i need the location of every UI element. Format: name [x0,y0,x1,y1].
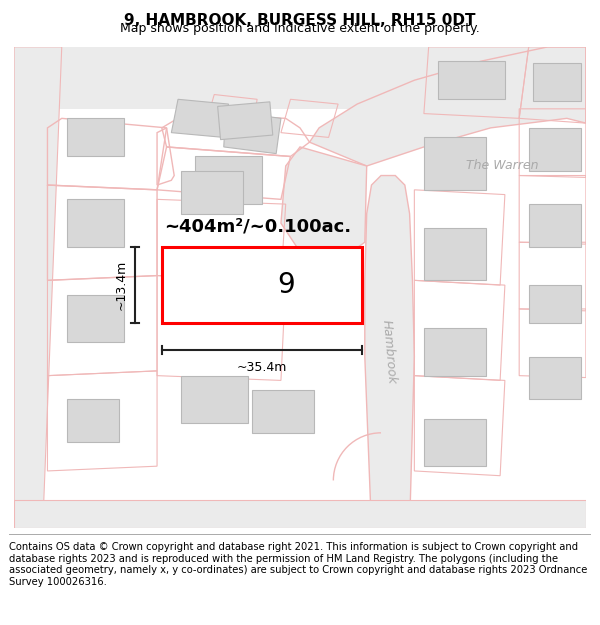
Bar [424,419,486,466]
Bar [67,118,124,156]
Polygon shape [14,47,586,109]
Bar [162,247,362,323]
Bar [67,294,124,343]
Bar [181,376,248,423]
Text: Hambrook: Hambrook [379,319,398,384]
Bar [424,328,486,376]
Text: The Warren: The Warren [466,159,538,172]
Bar [253,390,314,433]
Polygon shape [14,499,586,528]
Text: ~404m²/~0.100ac.: ~404m²/~0.100ac. [164,217,352,235]
Text: Contains OS data © Crown copyright and database right 2021. This information is : Contains OS data © Crown copyright and d… [9,542,587,587]
Bar [529,357,581,399]
Bar [195,156,262,204]
Text: Map shows position and indicative extent of the property.: Map shows position and indicative extent… [120,22,480,35]
Bar [529,204,581,247]
Polygon shape [14,47,62,528]
Polygon shape [224,111,281,154]
Polygon shape [310,47,586,166]
Bar [181,171,243,214]
Bar [424,138,486,190]
Polygon shape [281,147,367,261]
Bar [529,285,581,323]
Bar [424,228,486,281]
Text: 9: 9 [277,271,295,299]
Bar [67,199,124,247]
Bar [67,399,119,442]
Text: ~35.4m: ~35.4m [236,361,287,374]
Text: 9, HAMBROOK, BURGESS HILL, RH15 0DT: 9, HAMBROOK, BURGESS HILL, RH15 0DT [124,13,476,28]
Text: ~13.4m: ~13.4m [115,260,128,310]
Bar [529,128,581,171]
Polygon shape [365,176,415,528]
Bar [176,256,271,314]
Bar [438,61,505,99]
Polygon shape [172,99,229,138]
Bar [218,102,273,139]
Bar [533,63,581,101]
